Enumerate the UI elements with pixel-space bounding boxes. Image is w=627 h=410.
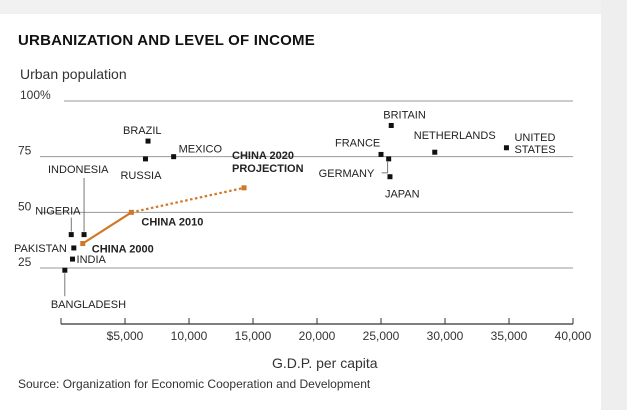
label-united-states-line2: STATES: [514, 144, 555, 156]
x-tick-label-20000: 20,000: [299, 329, 336, 343]
source-note: Source: Organization for Economic Cooper…: [18, 377, 371, 391]
point-germany: [386, 156, 392, 162]
label-nigeria: NIGERIA: [35, 206, 81, 218]
point-britain: [388, 122, 394, 128]
country-labels: BRAZIL RUSSIA MEXICO NIGERIA PAKISTAN INDIA FR…: [14, 109, 556, 311]
chart-title: URBANIZATION AND LEVEL OF INCOME: [18, 32, 315, 49]
x-axis: $5,000 10,000 15,000 20,000 25,000 30,000 35,0…: [60, 318, 592, 343]
point-bangladesh: [62, 267, 68, 273]
china-2020-label-line2: PROJECTION: [232, 163, 304, 175]
point-nigeria: [68, 232, 74, 238]
point-indonesia: [81, 232, 87, 238]
point-united-states: [503, 145, 509, 151]
y-tick-labels: 25 50 75 100%: [18, 88, 51, 269]
china-point-2: [241, 185, 247, 191]
label-netherlands: NETHERLANDS: [414, 130, 496, 142]
china-point-0: [80, 241, 86, 247]
x-axis-label: G.D.P. per capita: [272, 355, 378, 371]
label-russia: RUSSIA: [120, 170, 162, 182]
x-tick-label-30000: 30,000: [427, 329, 464, 343]
point-japan: [387, 174, 393, 180]
point-russia: [142, 156, 148, 162]
label-india: INDIA: [77, 254, 107, 266]
label-britain: BRITAIN: [383, 109, 426, 121]
right-border: [601, 0, 627, 410]
china-2010-label: CHINA 2010: [141, 216, 203, 228]
point-pakistan: [71, 245, 77, 251]
label-france: FRANCE: [335, 137, 380, 149]
label-indonesia: INDONESIA: [48, 164, 109, 176]
x-tick-label-5000: $5,000: [107, 329, 144, 343]
y-tick-50: 50: [18, 199, 32, 213]
grid-lines: [40, 100, 573, 269]
x-tick-label-25000: 25,000: [363, 329, 400, 343]
point-brazil: [145, 138, 151, 144]
china-2000-label: CHINA 2000: [92, 244, 154, 256]
point-netherlands: [432, 149, 438, 155]
y-tick-75: 75: [18, 144, 32, 158]
label-germany: GERMANY: [319, 168, 375, 180]
x-tick-label-10000: 10,000: [171, 329, 208, 343]
china-line-projection: [131, 186, 245, 214]
country-points: [62, 122, 509, 273]
point-france: [378, 151, 384, 157]
china-point-1: [128, 209, 134, 215]
label-japan: JAPAN: [385, 189, 420, 201]
label-bangladesh: BANGLADESH: [51, 299, 126, 311]
x-tick-label-35000: 35,000: [491, 329, 528, 343]
point-india: [70, 256, 76, 262]
top-border: [0, 0, 627, 14]
label-mexico: MEXICO: [179, 144, 223, 156]
y-tick-100: 100%: [20, 88, 51, 102]
label-united-states-line1: UNITED: [514, 132, 555, 144]
point-mexico: [171, 154, 177, 160]
y-axis-label: Urban population: [20, 66, 127, 82]
y-tick-25: 25: [18, 255, 32, 269]
label-brazil: BRAZIL: [123, 125, 162, 137]
x-tick-label-15000: 15,000: [235, 329, 272, 343]
label-pakistan: PAKISTAN: [14, 243, 67, 255]
x-tick-label-40000: 40,000: [555, 329, 592, 343]
china-line-actual: [82, 211, 132, 245]
china-2020-label-line1: CHINA 2020: [232, 150, 294, 162]
